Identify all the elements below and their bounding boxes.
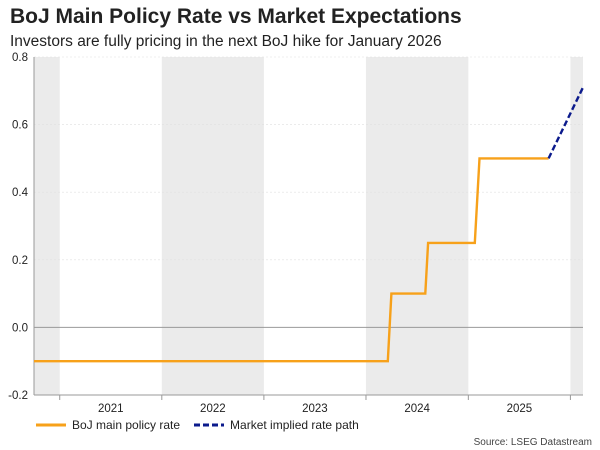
year-bands [34, 57, 583, 395]
legend: BoJ main policy rate Market implied rate… [36, 418, 373, 432]
legend-item-policy-rate: BoJ main policy rate [36, 418, 180, 432]
year-band-shade [365, 57, 469, 395]
source-note: Source: LSEG Datastream [473, 437, 592, 448]
y-tick-label: -0.2 [8, 390, 28, 402]
legend-label-policy-rate: BoJ main policy rate [72, 418, 181, 432]
series-lines [34, 86, 585, 363]
series-line-policy-rate [34, 157, 549, 363]
year-band-shade [34, 57, 60, 395]
series-line-market-path [547, 86, 585, 159]
x-tick-label: 2024 [404, 403, 430, 415]
chart-subtitle: Investors are fully pricing in the next … [10, 33, 442, 50]
x-tick-label: 2022 [200, 403, 226, 415]
x-tick-label: 2021 [98, 403, 124, 415]
year-band-shade [570, 57, 583, 395]
legend-swatch-market-path [194, 423, 225, 427]
y-tick-label: 0.2 [12, 255, 28, 267]
y-tick-label: 0.4 [12, 187, 29, 199]
legend-label-market-path: Market implied rate path [230, 418, 359, 432]
year-band-shade [161, 57, 264, 395]
legend-item-market-path: Market implied rate path [194, 418, 359, 432]
chart-title: BoJ Main Policy Rate vs Market Expectati… [10, 5, 462, 28]
legend-swatch-policy-rate [36, 423, 66, 427]
y-tick-label: 0.0 [12, 322, 28, 334]
x-tick-label: 2023 [302, 403, 328, 415]
y-tick-label: 0.8 [12, 52, 28, 64]
x-tick-label: 2025 [507, 403, 533, 415]
axes: -0.2 0.0 0.2 0.4 0.6 0.8 2021 2022 2023 2024 2025 [8, 52, 583, 415]
y-tick-label: 0.6 [12, 120, 28, 132]
